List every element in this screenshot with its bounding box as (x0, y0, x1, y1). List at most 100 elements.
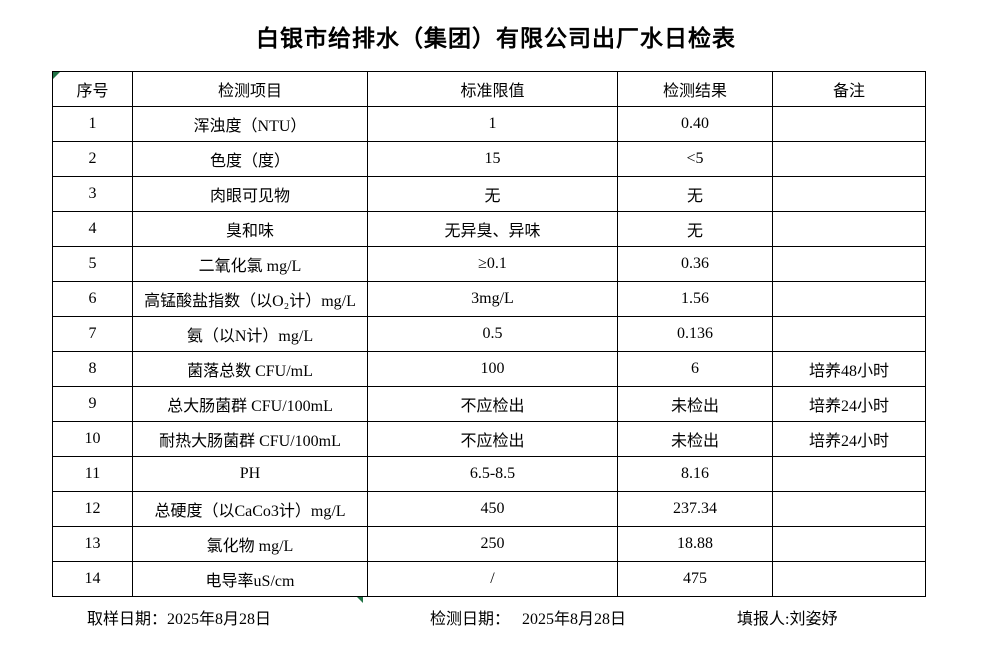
result-cell: 0.40 (617, 106, 773, 142)
limit-cell: 不应检出 (367, 421, 618, 457)
result-cell: 未检出 (617, 421, 773, 457)
testing-date: 检测日期： 2025年8月28日 (430, 605, 626, 629)
note-cell (772, 491, 926, 527)
note-cell (772, 456, 926, 492)
item-cell: 总硬度（以CaCo3计）mg/L (132, 491, 368, 527)
no-cell: 3 (52, 176, 133, 212)
no-cell: 8 (52, 351, 133, 387)
item-cell: PH (132, 456, 368, 492)
limit-cell: 无异臭、异味 (367, 211, 618, 247)
table-row: 11 PH 6.5-8.5 8.16 (52, 456, 926, 492)
limit-cell: 无 (367, 176, 618, 212)
result-cell: <5 (617, 141, 773, 177)
result-cell: 0.136 (617, 316, 773, 352)
no-cell: 14 (52, 561, 133, 597)
reporter: 填报人:刘姿妤 (737, 605, 837, 629)
result-cell: 无 (617, 211, 773, 247)
item-cell: 二氧化氯 mg/L (132, 246, 368, 282)
no-cell: 10 (52, 421, 133, 457)
result-cell: 18.88 (617, 526, 773, 562)
no-cell: 9 (52, 386, 133, 422)
no-cell: 4 (52, 211, 133, 247)
item-cell: 肉眼可见物 (132, 176, 368, 212)
note-cell (772, 316, 926, 352)
result-cell: 8.16 (617, 456, 773, 492)
note-cell (772, 106, 926, 142)
limit-cell: / (367, 561, 618, 597)
limit-cell: 450 (367, 491, 618, 527)
note-cell (772, 141, 926, 177)
column-header: 备注 (772, 71, 926, 107)
item-cell: 氨（以N计）mg/L (132, 316, 368, 352)
table-row: 2 色度（度） 15 <5 (52, 141, 926, 177)
table-row: 10 耐热大肠菌群 CFU/100mL 不应检出 未检出 培养24小时 (52, 421, 926, 457)
item-cell: 菌落总数 CFU/mL (132, 351, 368, 387)
result-cell: 237.34 (617, 491, 773, 527)
item-cell: 臭和味 (132, 211, 368, 247)
reporter-label: 填报人: (737, 611, 790, 628)
note-cell (772, 176, 926, 212)
no-cell: 7 (52, 316, 133, 352)
result-cell: 1.56 (617, 281, 773, 317)
limit-cell: 100 (367, 351, 618, 387)
limit-cell: 不应检出 (367, 386, 618, 422)
item-cell: 氯化物 mg/L (132, 526, 368, 562)
table-row: 3 肉眼可见物无无 (52, 176, 926, 212)
result-cell: 无 (617, 176, 773, 212)
table-row: 4 臭和味 无异臭、异味无 (52, 211, 926, 247)
table-row: 14 电导率uS/cm/475 (52, 561, 926, 597)
result-cell: 6 (617, 351, 773, 387)
table-row: 13 氯化物 mg/L 250 18.88 (52, 526, 926, 562)
no-cell: 13 (52, 526, 133, 562)
table-row: 12 总硬度（以CaCo3计）mg/L 450 237.34 (52, 491, 926, 527)
no-cell: 12 (52, 491, 133, 527)
limit-cell: 0.5 (367, 316, 618, 352)
limit-cell: 250 (367, 526, 618, 562)
note-cell (772, 526, 926, 562)
item-cell: 色度（度） (132, 141, 368, 177)
no-cell: 11 (52, 456, 133, 492)
column-header: 检测结果 (617, 71, 773, 107)
item-cell: 浑浊度（NTU） (132, 106, 368, 142)
column-header: 序号 (52, 71, 133, 107)
table-body: 1 浑浊度（NTU） 1 0.40 2 色度（度） 15 <5 3 肉眼可见物无无 4 臭和味 无异臭、… (52, 106, 926, 597)
sampling-date-label: 取样日期： (87, 611, 168, 628)
table-row: 9 总大肠菌群 CFU/100mL 不应检出 未检出 培养24小时 (52, 386, 926, 422)
table-header-row: 序号 检测项目 标准限值 检测结果 备注 (52, 71, 926, 107)
table-row: 1 浑浊度（NTU） 1 0.40 (52, 106, 926, 142)
note-cell (772, 211, 926, 247)
sampling-date: 取样日期：2025年8月28日 (87, 605, 271, 629)
testing-date-label: 检测日期： (430, 611, 511, 628)
no-cell: 2 (52, 141, 133, 177)
limit-cell: 1 (367, 106, 618, 142)
item-cell: 高锰酸盐指数（以O₂计）mg/L (132, 281, 368, 317)
item-cell: 耐热大肠菌群 CFU/100mL (132, 421, 368, 457)
table-row: 6 高锰酸盐指数（以O₂计）mg/L 3mg/L 1.56 (52, 281, 926, 317)
result-cell: 0.36 (617, 246, 773, 282)
note-cell (772, 561, 926, 597)
sampling-date-value: 2025年8月28日 (167, 611, 272, 628)
limit-cell: 15 (367, 141, 618, 177)
limit-cell: 6.5-8.5 (367, 456, 618, 492)
table-row: 8 菌落总数 CFU/mL 100 6 培养48小时 (52, 351, 926, 387)
result-cell: 475 (617, 561, 773, 597)
note-cell: 培养24小时 (772, 421, 926, 457)
item-cell: 总大肠菌群 CFU/100mL (132, 386, 368, 422)
column-header: 检测项目 (132, 71, 368, 107)
page-title: 白银市给排水（集团）有限公司出厂水日检表 (256, 26, 736, 51)
note-cell: 培养24小时 (772, 386, 926, 422)
result-cell: 未检出 (617, 386, 773, 422)
limit-cell: 3mg/L (367, 281, 618, 317)
inspection-table: 序号 检测项目 标准限值 检测结果 备注 1 浑浊度（NTU） 1 0.40 2 色度（度） 15 <… (52, 71, 926, 597)
testing-date-value: 2025年8月28日 (522, 611, 627, 628)
note-cell (772, 281, 926, 317)
limit-cell: ≥0.1 (367, 246, 618, 282)
no-cell: 5 (52, 246, 133, 282)
reporter-name: 刘姿妤 (789, 611, 838, 628)
no-cell: 1 (52, 106, 133, 142)
table-row: 7 氨（以N计）mg/L 0.5 0.136 (52, 316, 926, 352)
column-header: 标准限值 (367, 71, 618, 107)
note-cell (772, 246, 926, 282)
note-cell: 培养48小时 (772, 351, 926, 387)
